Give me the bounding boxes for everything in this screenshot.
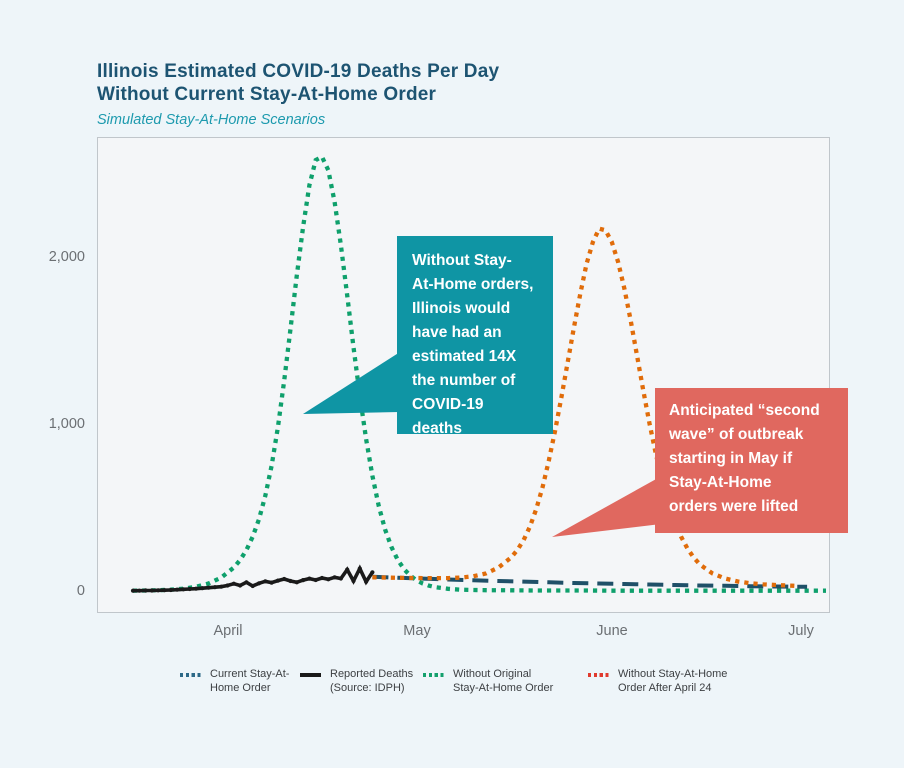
legend-item-reported-deaths: Reported Deaths (Source: IDPH): [300, 668, 413, 695]
legend-label-line: Reported Deaths: [330, 668, 414, 680]
legend-item-current-order: Current Stay-At- Home Order: [180, 668, 289, 695]
y-axis-tick-0: 0: [76, 583, 85, 599]
legend-item-order-lifted-april24: Without Stay-At-Home Order After April 2…: [588, 668, 727, 695]
callout-no-order-line: the number of: [412, 372, 516, 389]
legend-label-line: Home Order: [210, 681, 271, 694]
callout-no-order-line: Illinois would: [412, 300, 511, 317]
callout-no-order-line: deaths: [412, 420, 462, 437]
callout-second-wave-line: Anticipated “second: [669, 402, 820, 419]
y-axis-tick-2000: 2,000: [48, 249, 85, 265]
callout-no-order: Without Stay- At-Home orders, Illinois w…: [397, 236, 553, 437]
legend-label-line: Without Original: [453, 668, 532, 680]
chart-title-line2: Without Current Stay-At-Home Order: [97, 84, 437, 105]
green-dotted-line-swatch: [423, 673, 444, 677]
callout-no-order-line: estimated 14X: [412, 348, 517, 365]
chart-title: Illinois Estimated COVID-19 Deaths Per D…: [97, 60, 697, 106]
blue-dotted-line-swatch: [180, 673, 201, 677]
red-dotted-line-swatch: [588, 673, 609, 677]
legend-label-line: Order After April 24: [618, 681, 712, 694]
x-axis-tick-july: July: [788, 623, 814, 639]
legend-label-line: Without Stay-At-Home: [618, 668, 728, 680]
x-axis-tick-may: May: [403, 623, 431, 639]
chart-subtitle: Simulated Stay-At-Home Scenarios: [97, 112, 326, 128]
callout-second-wave-line: Stay-At-Home: [669, 474, 772, 491]
legend-label: Reported Deaths (Source: IDPH): [330, 668, 413, 695]
x-axis-tick-june: June: [596, 623, 628, 639]
x-axis-tick-april: April: [213, 623, 243, 639]
callout-no-order-line: COVID-19: [412, 396, 484, 413]
callout-no-order-line: At-Home orders,: [412, 276, 534, 293]
chart-legend: Current Stay-At- Home Order Reported Dea…: [0, 668, 904, 714]
legend-label-line: (Source: IDPH): [330, 681, 405, 694]
legend-label: Without Original Stay-At-Home Order: [453, 668, 553, 695]
black-solid-line-swatch: [300, 673, 321, 677]
callout-second-wave: Anticipated “second wave” of outbreak st…: [655, 388, 848, 533]
legend-item-without-original-order: Without Original Stay-At-Home Order: [423, 668, 553, 695]
callout-no-order-line: have had an: [412, 324, 502, 341]
chart-title-line1: Illinois Estimated COVID-19 Deaths Per D…: [97, 61, 500, 82]
callout-no-order-line: Without Stay-: [412, 252, 512, 269]
legend-label: Without Stay-At-Home Order After April 2…: [618, 668, 727, 695]
y-axis-tick-1000: 1,000: [48, 416, 85, 432]
callout-second-wave-line: wave” of outbreak: [669, 426, 804, 443]
legend-label-line: Stay-At-Home Order: [453, 681, 554, 694]
legend-label-line: Current Stay-At-: [210, 668, 290, 680]
callout-second-wave-line: starting in May if: [669, 450, 793, 467]
legend-label: Current Stay-At- Home Order: [210, 668, 289, 695]
callout-second-wave-line: orders were lifted: [669, 498, 799, 515]
